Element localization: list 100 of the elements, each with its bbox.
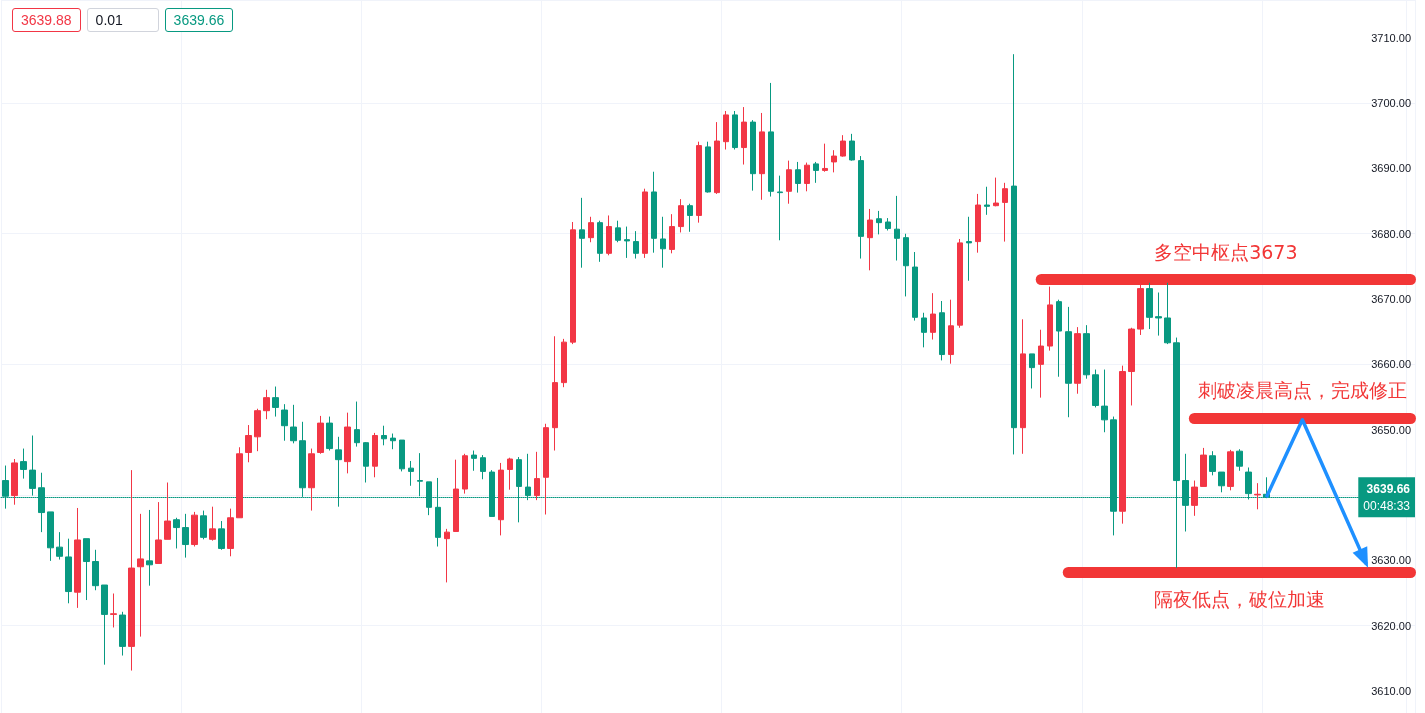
candlestick <box>957 238 963 329</box>
candlestick <box>642 188 648 259</box>
y-tick-label: 3620.00 <box>1371 619 1411 632</box>
candlestick <box>453 459 459 532</box>
y-tick-label: 3680.00 <box>1371 227 1411 240</box>
candlestick <box>1083 324 1090 380</box>
y-tick-label: 3670.00 <box>1371 293 1411 306</box>
candlestick <box>1029 353 1035 389</box>
candlestick <box>146 509 153 587</box>
candlestick <box>381 425 387 446</box>
candlestick <box>696 141 702 224</box>
candlestick <box>606 214 612 256</box>
candlestick <box>813 161 819 184</box>
candlestick <box>56 531 63 561</box>
candlestick <box>408 460 414 487</box>
candlestick <box>1047 286 1053 352</box>
candlestick <box>687 203 693 233</box>
candlestick <box>263 389 270 420</box>
candlestick <box>894 195 900 262</box>
y-tick-label: 3650.00 <box>1371 423 1411 436</box>
y-tick-label: 3700.00 <box>1371 97 1411 110</box>
ref-line-label: 3639.66 <box>1366 481 1411 496</box>
candlestick <box>750 119 756 192</box>
annotation: 3639.88 <box>12 8 81 32</box>
candlestick <box>1164 282 1171 345</box>
candlestick <box>885 217 891 231</box>
candlestick <box>1020 318 1026 455</box>
candlestick <box>498 462 504 536</box>
candlestick <box>363 441 369 484</box>
candlestick <box>921 312 927 348</box>
candlestick <box>1227 449 1234 491</box>
candlestick <box>1092 369 1099 408</box>
candlestick <box>1191 480 1198 517</box>
candlestick <box>1011 53 1017 455</box>
candlestick <box>1065 306 1072 418</box>
candlestick <box>399 439 405 472</box>
candlestick <box>624 226 630 259</box>
candlestick <box>173 517 180 549</box>
candlestick <box>65 538 72 604</box>
candlestick <box>254 408 261 452</box>
candlestick <box>326 416 333 452</box>
annotation: 0.01 <box>86 8 159 32</box>
candlestick <box>47 511 54 562</box>
candlestick <box>804 162 810 192</box>
y-tick-label: 3610.00 <box>1371 684 1411 697</box>
candlestick <box>705 141 711 194</box>
candlestick <box>570 221 576 345</box>
candlestick <box>507 457 513 491</box>
candlestick <box>227 508 234 557</box>
candlestick <box>660 216 666 269</box>
candlestick <box>768 82 774 198</box>
candlestick <box>831 149 837 173</box>
candlestick <box>966 216 972 282</box>
candlestick <box>723 110 729 151</box>
candlestick <box>732 110 738 151</box>
candlestick <box>128 469 135 672</box>
candlestick <box>11 458 18 506</box>
candlestick <box>678 198 684 233</box>
candlestick <box>1254 482 1261 510</box>
candlestick <box>119 611 126 657</box>
candlestick <box>849 133 855 162</box>
candlestick <box>281 403 288 442</box>
candlestick <box>390 433 396 450</box>
candlestick <box>1002 182 1008 243</box>
candlestick <box>308 448 315 512</box>
candlestick <box>236 446 243 519</box>
candlestick <box>480 454 486 480</box>
candlestick <box>209 506 216 542</box>
candlestick <box>83 538 90 601</box>
candlestick <box>1209 450 1216 476</box>
candlestick <box>137 513 144 638</box>
candlestick <box>633 230 639 260</box>
candlestick <box>317 415 324 455</box>
candlestick <box>101 584 108 666</box>
candlestick <box>344 412 351 474</box>
candlestick <box>579 197 585 269</box>
candlestick <box>903 233 909 297</box>
candlestick <box>759 112 765 201</box>
candlestick <box>444 528 450 583</box>
candlestick <box>534 451 540 501</box>
candlestick <box>20 448 27 480</box>
candlestick <box>876 210 882 235</box>
candlestick <box>588 216 594 243</box>
candlestick <box>543 423 549 516</box>
candlestick <box>822 143 828 173</box>
ref-line-label: 刺破凌晨高点，完成修正 <box>1197 379 1407 402</box>
candlestick <box>182 513 189 559</box>
candlestick <box>777 175 783 241</box>
candlestick <box>912 251 918 322</box>
candlestick <box>110 593 117 628</box>
candlestick <box>984 186 990 216</box>
candlestick <box>597 220 603 263</box>
ref-line-label: 多空中枢点3673 <box>1154 240 1298 263</box>
candlestick <box>1119 365 1126 525</box>
ref-line-label: 隔夜低点，破位加速 <box>1153 588 1325 611</box>
candlestick <box>840 134 846 158</box>
candlestick <box>795 161 801 194</box>
candlestick <box>651 171 657 254</box>
candlestick <box>471 450 477 472</box>
candlestick <box>1137 282 1144 336</box>
